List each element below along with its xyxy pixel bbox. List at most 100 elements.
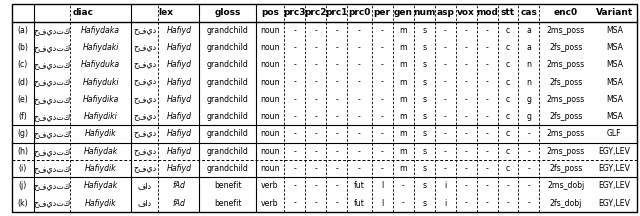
Text: s: s [422, 129, 426, 138]
Text: c: c [506, 26, 510, 35]
Text: s: s [422, 199, 426, 208]
Text: lex: lex [158, 8, 173, 17]
Text: MSA: MSA [606, 78, 623, 87]
Text: حفيدتك: حفيدتك [33, 26, 70, 35]
Text: -: - [465, 26, 467, 35]
Text: (h): (h) [17, 147, 28, 156]
Text: Hafiyd: Hafiyd [166, 78, 191, 87]
Text: -: - [465, 199, 467, 208]
Text: حفيدتك: حفيدتك [33, 129, 70, 138]
Text: حفيدتك: حفيدتك [33, 95, 70, 104]
Text: noun: noun [260, 78, 280, 87]
Text: -: - [335, 147, 338, 156]
Text: c: c [506, 129, 510, 138]
Text: m: m [399, 112, 407, 121]
Text: noun: noun [260, 95, 280, 104]
Text: -: - [444, 147, 447, 156]
Text: l: l [381, 181, 383, 190]
Text: c: c [506, 43, 510, 52]
Text: -: - [444, 95, 447, 104]
Text: حفيدتك: حفيدتك [33, 164, 70, 173]
Text: i: i [444, 199, 446, 208]
Text: -: - [486, 181, 488, 190]
Text: Hafiydaki: Hafiydaki [83, 43, 119, 52]
Text: -: - [293, 129, 296, 138]
Text: 2ms_poss: 2ms_poss [547, 60, 585, 69]
Text: -: - [486, 164, 488, 173]
Text: noun: noun [260, 43, 280, 52]
Text: -: - [314, 181, 317, 190]
Text: noun: noun [260, 147, 280, 156]
Text: حفيدتك: حفيدتك [33, 147, 70, 156]
Text: حفيدتك: حفيدتك [33, 60, 70, 69]
Text: c: c [506, 78, 510, 87]
Text: -: - [358, 147, 361, 156]
Text: grandchild: grandchild [207, 78, 248, 87]
Text: -: - [358, 26, 361, 35]
Text: حفيدتك: حفيدتك [33, 78, 70, 87]
Text: fut: fut [354, 199, 365, 208]
Text: -: - [527, 129, 531, 138]
Text: Hafiyd: Hafiyd [166, 129, 191, 138]
Text: -: - [335, 164, 338, 173]
Text: Hafiydika: Hafiydika [83, 95, 119, 104]
Text: noun: noun [260, 129, 280, 138]
Text: benefit: benefit [214, 181, 241, 190]
Text: enc0: enc0 [554, 8, 578, 17]
Text: (g): (g) [17, 129, 28, 138]
Text: -: - [486, 60, 488, 69]
Text: 2ms_poss: 2ms_poss [547, 147, 585, 156]
Text: mod: mod [476, 8, 498, 17]
Text: -: - [381, 60, 383, 69]
Text: vox: vox [457, 8, 475, 17]
Text: m: m [399, 26, 407, 35]
Text: -: - [381, 112, 383, 121]
Text: verb: verb [261, 181, 278, 190]
Text: -: - [293, 199, 296, 208]
Text: حفيد: حفيد [133, 26, 156, 35]
Text: Hafiyd: Hafiyd [166, 95, 191, 104]
Text: -: - [465, 129, 467, 138]
Text: 2fs_poss: 2fs_poss [549, 112, 582, 121]
Text: -: - [381, 129, 383, 138]
Text: diac: diac [72, 8, 93, 17]
Text: asp: asp [436, 8, 454, 17]
Text: grandchild: grandchild [207, 164, 248, 173]
Text: -: - [293, 26, 296, 35]
Text: g: g [527, 95, 531, 104]
Text: -: - [444, 164, 447, 173]
Text: Hafiyd: Hafiyd [166, 164, 191, 173]
Text: prc1: prc1 [325, 8, 348, 17]
Text: -: - [314, 26, 317, 35]
Text: grandchild: grandchild [207, 95, 248, 104]
Text: فاد: فاد [138, 199, 152, 208]
Text: حفيد: حفيد [133, 147, 156, 156]
Text: -: - [335, 95, 338, 104]
Text: Variant: Variant [596, 8, 633, 17]
Text: -: - [486, 43, 488, 52]
Text: حفيد: حفيد [133, 60, 156, 69]
Text: 2ms_dobj: 2ms_dobj [547, 181, 584, 190]
Text: -: - [486, 112, 488, 121]
Text: c: c [506, 147, 510, 156]
Text: -: - [486, 78, 488, 87]
Text: -: - [358, 112, 361, 121]
Text: 2ms_poss: 2ms_poss [547, 129, 585, 138]
Text: Hafiydiki: Hafiydiki [84, 112, 118, 121]
Text: Hafiyduki: Hafiyduki [83, 78, 119, 87]
Text: حفيد: حفيد [133, 43, 156, 52]
Text: EGY,LEV: EGY,LEV [598, 147, 630, 156]
Text: -: - [293, 60, 296, 69]
Text: -: - [465, 147, 467, 156]
Text: -: - [293, 164, 296, 173]
Text: فاد: فاد [138, 181, 152, 190]
Text: -: - [486, 95, 488, 104]
Text: -: - [293, 95, 296, 104]
Text: MSA: MSA [606, 95, 623, 104]
Text: s: s [422, 78, 426, 87]
Text: -: - [314, 164, 317, 173]
Text: -: - [335, 199, 338, 208]
Text: -: - [507, 181, 509, 190]
Text: MSA: MSA [606, 26, 623, 35]
Text: حفيد: حفيد [133, 112, 156, 121]
